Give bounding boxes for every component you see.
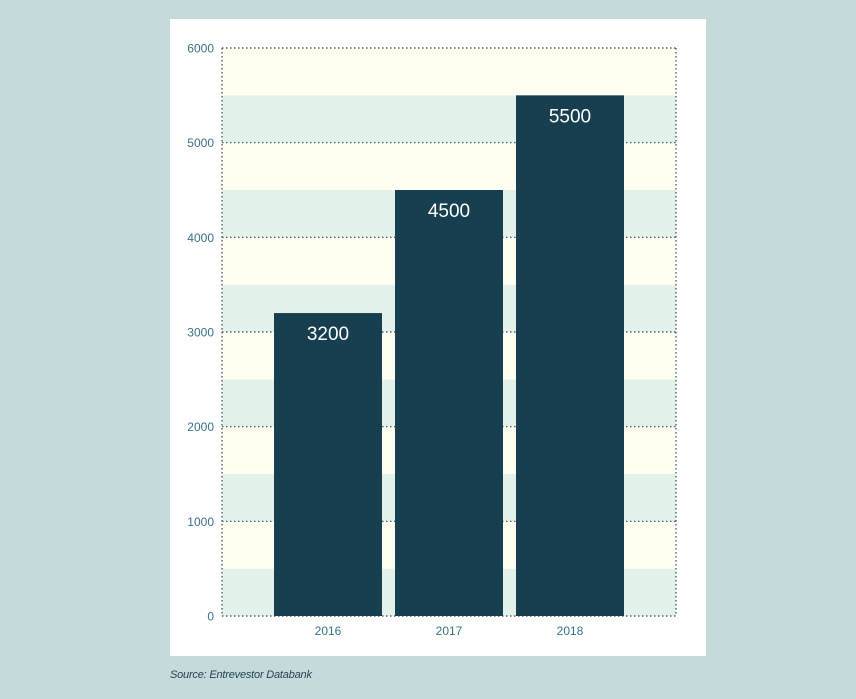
source-note: Source: Entrevestor Databank — [170, 669, 312, 681]
x-tick-label: 2017 — [436, 624, 463, 638]
y-axis-ticks: 0 1000 2000 3000 4000 5000 6000 — [187, 42, 214, 624]
x-tick-label: 2018 — [557, 624, 584, 638]
y-tick-label: 4000 — [187, 231, 214, 245]
y-tick-label: 2000 — [187, 420, 214, 434]
y-tick-label: 1000 — [187, 515, 214, 529]
bar — [516, 95, 624, 617]
bar — [274, 313, 382, 616]
x-tick-label: 2016 — [315, 624, 342, 638]
data-labels: 3200 4500 5500 — [307, 106, 591, 345]
background-band — [222, 48, 676, 96]
y-tick-label: 3000 — [187, 326, 214, 340]
data-label: 3200 — [307, 324, 349, 345]
bars — [274, 95, 624, 617]
bar — [395, 190, 503, 616]
y-tick-label: 5000 — [187, 136, 214, 150]
data-label: 4500 — [428, 201, 470, 222]
gridlines — [221, 47, 677, 617]
data-label: 5500 — [549, 106, 591, 127]
x-axis-ticks: 2016 2017 2018 — [315, 624, 584, 638]
y-tick-label: 0 — [207, 610, 214, 624]
y-tick-label: 6000 — [187, 42, 214, 56]
